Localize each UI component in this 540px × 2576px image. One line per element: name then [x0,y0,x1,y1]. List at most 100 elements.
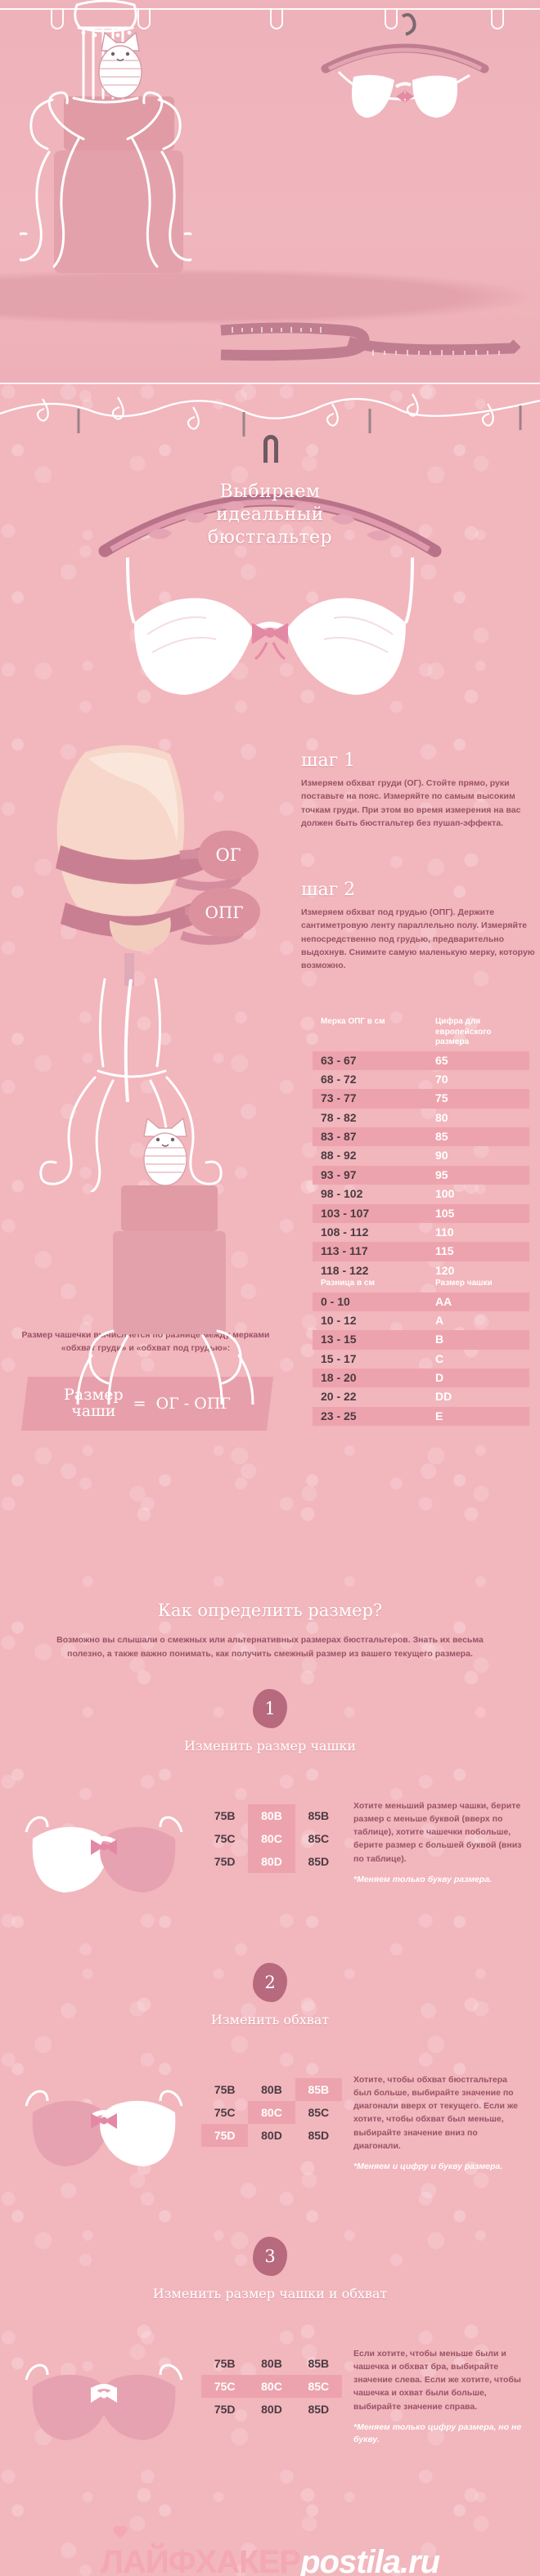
clothes-hook-icon [51,8,64,29]
size-grid-cell[interactable]: 85B [308,2356,330,2370]
table-row: 10 - 12 A [313,1311,529,1330]
size-grid-row: 75C 80C 85C [201,2374,342,2398]
cup-col-header-1: Разница в см [321,1279,375,1288]
second-stand-with-cat [76,1117,254,1404]
size-grid-cell[interactable]: 85C [295,2374,342,2398]
opg-label: ОПГ [205,903,244,922]
table-row: 108 - 112 110 [313,1223,529,1242]
table-cell-range: 63 - 67 [313,1051,427,1070]
cat-figurine-icon [98,31,142,99]
title-section: Выбираем идеальный бюстгальтер [0,384,540,728]
size-grid-row: 75C 80C 85C [201,1826,342,1850]
variant-2-grid: 75B 80B 85B 75C 80C 85C 75D 80D 85D [201,2077,342,2147]
size-grid-cell[interactable]: 75C [214,1831,236,1845]
size-grid-cell[interactable]: 75D [214,1854,236,1868]
size-grid-cell[interactable]: 80B [248,1803,295,1827]
bra-illustration-variant-2 [25,2090,183,2166]
step-1-label: шаг 1 [301,750,356,771]
table-cell-value: A [435,1313,444,1327]
variant-1-text: Хотите меньший размер чашки, берите разм… [353,1800,522,1864]
table-cell-value: 100 [435,1187,455,1201]
table-cell-range: 93 - 97 [313,1165,427,1185]
table-row: 88 - 92 90 [313,1146,529,1165]
size-grid-cell[interactable]: 80B [261,2356,282,2370]
table-cell-range: 23 - 25 [313,1406,427,1427]
size-grid-cell[interactable]: 80B [261,2082,282,2096]
shelf-shadow [0,268,540,325]
small-hanger-with-bra [321,13,489,118]
size-grid-row: 75D 80D 85D [201,1849,342,1873]
size-grid-cell[interactable]: 75B [214,2082,236,2096]
hero-section [0,0,540,384]
size-grid-cell[interactable]: 75B [214,2356,236,2370]
variant-1-body: 75B 80B 85B 75C 80C 85C 75D 80D 85D Хотите меньш… [0,1754,540,1958]
size-grid-cell[interactable]: 80C [248,2374,295,2398]
size-grid-cell[interactable]: 80D [248,1849,295,1873]
table-row: 113 - 117 115 [313,1242,529,1261]
size-grid-row: 75D 80D 85D [201,2123,342,2147]
underbust-col-header-2: Цифра для европейского размера [435,1017,492,1046]
size-grid-cell[interactable]: 75D [214,2402,236,2416]
size-grid-cell[interactable]: 85D [308,2128,330,2142]
table-row: 23 - 25 E [313,1406,529,1427]
heart-icon [114,2526,127,2538]
variant-3-section: 3 Изменить размер чашки и обхват 75B 80B 8… [0,2236,540,2506]
variant-2-text: Хотите, чтобы обхват бюстгальтера был бо… [353,2074,518,2151]
step-2-block: шаг 2 Измеряем обхват под грудью (ОПГ). … [301,880,535,972]
variant-1-text-wrap: Хотите меньший размер чашки, берите разм… [353,1799,527,1886]
variant-3-text: Если хотите, чтобы меньше были и чашечка… [353,2348,521,2412]
size-grid-cell[interactable]: 85B [308,1808,330,1822]
formula-left-line-2: чаши [71,1402,116,1420]
size-grid-cell[interactable]: 75C [201,2374,249,2398]
table-header-row: Мерка ОПГ в см Цифра для европейского ра… [313,1015,529,1051]
size-grid-cell[interactable]: 75B [214,1808,236,1822]
size-grid-cell[interactable]: 85D [308,2402,330,2416]
opg-bubble: ОПГ [188,888,260,937]
step-1-text: Измеряем обхват груди (ОГ). Стойте прямо… [301,778,521,828]
variant-3-heading: Изменить размер чашки и обхват [152,2285,388,2301]
size-grid-cell[interactable]: 85C [308,2105,330,2119]
variant-3-number: 3 [253,2236,287,2276]
table-cell-range: 98 - 102 [321,1187,363,1201]
size-grid-row: 75B 80B 85B [201,1803,342,1827]
size-grid-cell[interactable]: 85D [308,1854,330,1868]
size-grid-cell[interactable]: 80C [248,2100,295,2124]
variant-3-body: 75B 80B 85B 75C 80C 85C 75D 80D 85D Если хотите,… [0,2301,540,2506]
size-grid-row: 75D 80D 85D [201,2398,342,2421]
size-grid-cell[interactable]: 85C [308,1831,330,1845]
clothesline-decoration [0,393,540,437]
variant-2-section: 2 Изменить обхват 75B 80B 85B 75C 80C 85C 75D 8… [0,1962,540,2232]
size-grid-cell[interactable]: 85B [295,2077,342,2101]
table-cell-range: 73 - 77 [313,1089,427,1109]
table-cell-value: 105 [427,1203,529,1224]
size-grid-cell[interactable]: 80C [248,1826,295,1850]
underbust-col-header-1: Мерка ОПГ в см [321,1017,385,1026]
clothes-hook-icon [385,8,398,29]
table-cell-range: 0 - 10 [313,1292,427,1311]
variant-3-note: *Меняем только цифру размера, но не букв… [353,2421,522,2444]
underbust-table-body: 63 - 67 65 68 - 72 70 73 - 77 75 78 - 82 80 83 -… [313,1051,529,1281]
section-divider [0,383,540,384]
table-cell-value: 65 [427,1051,529,1070]
table-cell-range: 20 - 22 [321,1390,357,1404]
size-grid-cell[interactable]: 80D [261,2128,282,2142]
table-cell-range: 103 - 107 [313,1203,427,1224]
table-row: 78 - 82 80 [313,1109,529,1127]
bra-illustration-variant-1 [25,1816,183,1893]
size-grid-cell[interactable]: 75D [201,2123,249,2147]
size-grid-cell[interactable]: 75C [214,2105,236,2119]
table-cell-range: 83 - 87 [313,1127,427,1147]
size-grid-row: 75C 80C 85C [201,2100,342,2124]
variant-2-body: 75B 80B 85B 75C 80C 85C 75D 80D 85D Хотите, чтоб… [0,2027,540,2232]
clothes-hook-icon [270,8,283,29]
howto-subtitle: Возможно вы слышали о смежных или альтер… [56,1635,484,1659]
variant-1-heading: Изменить размер чашки [184,1737,356,1754]
step-1-block: шаг 1 Измеряем обхват груди (ОГ). Стойте… [301,750,535,830]
page-title: Выбираем идеальный бюстгальтер [0,481,540,549]
bra-illustration-variant-3 [25,2363,183,2440]
size-grid-cell[interactable]: 80D [261,2402,282,2416]
table-cell-value: AA [427,1292,529,1311]
variant-3-grid: 75B 80B 85B 75C 80C 85C 75D 80D 85D [201,2352,342,2421]
steps-section: ОГ ОПГ шаг 1 Измеряем обхват груди (ОГ).… [0,728,540,1594]
